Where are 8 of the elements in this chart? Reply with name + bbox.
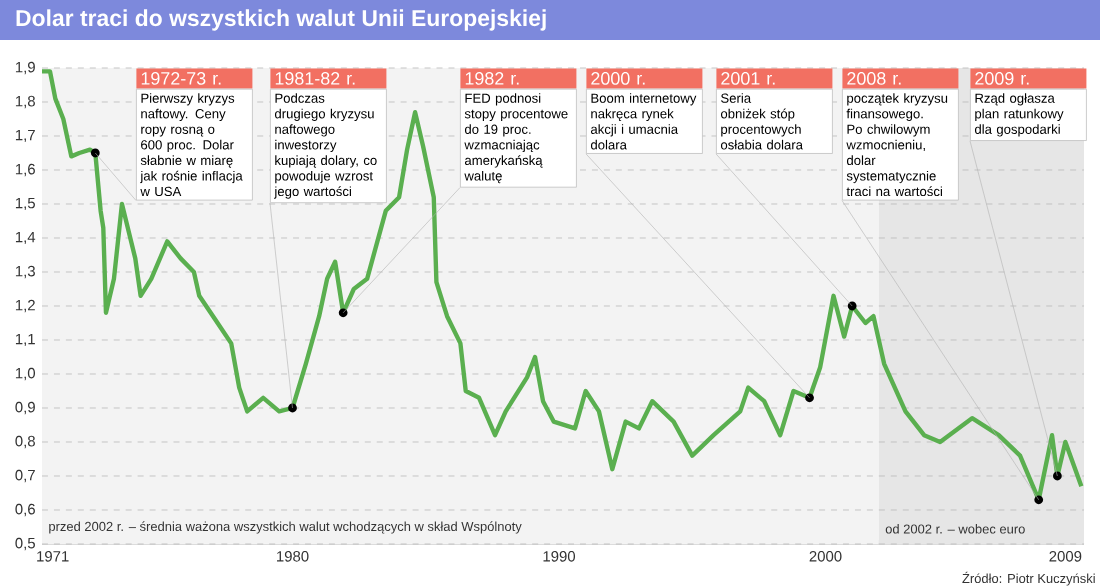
annotation: 2008 r. [847,72,901,85]
annotation: 2001 r. [721,72,775,85]
annotation: 1982 r. [465,72,519,85]
annotation: 1981-82 r. [275,72,355,85]
annotation: 2000 r. [591,72,645,85]
annotation: 1972-73 r. [141,72,221,85]
annotation: 2009 r. [975,72,1029,85]
chart-title: Dolar traci do wszystkich walut Unii Europejskiej [16,9,546,31]
